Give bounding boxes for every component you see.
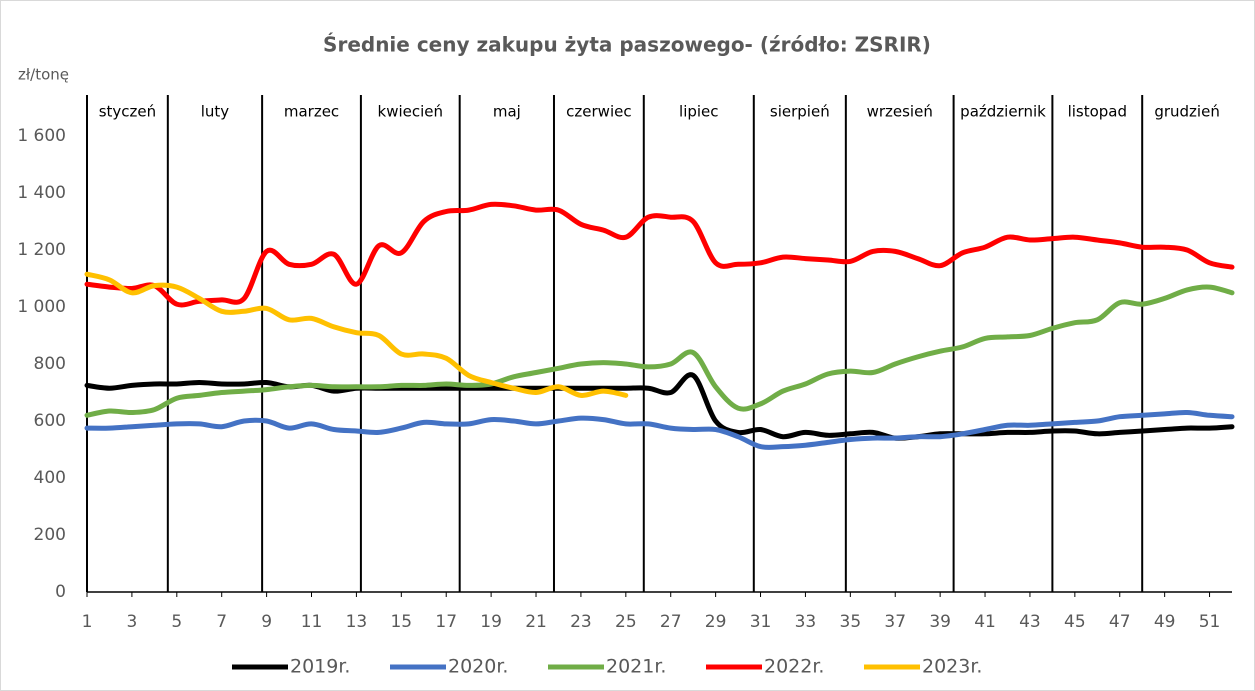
x-tick-label: 51 bbox=[1199, 612, 1221, 632]
x-tick-label: 45 bbox=[1064, 612, 1086, 632]
month-label: kwiecień bbox=[378, 103, 444, 121]
x-tick-label: 47 bbox=[1109, 612, 1131, 632]
y-tick-label: 1 000 bbox=[17, 297, 66, 317]
x-tick-label: 23 bbox=[570, 612, 592, 632]
legend-label: 2022r. bbox=[764, 656, 824, 678]
month-label: czerwiec bbox=[566, 103, 631, 121]
month-label: sierpień bbox=[770, 103, 830, 121]
y-tick-label: 400 bbox=[34, 468, 66, 488]
x-tick-label: 41 bbox=[974, 612, 996, 632]
x-tick-label: 27 bbox=[660, 612, 682, 632]
x-tick-label: 19 bbox=[480, 612, 502, 632]
x-tick-label: 5 bbox=[171, 612, 182, 632]
legend-label: 2021r. bbox=[606, 656, 666, 678]
series-line bbox=[84, 409, 1235, 450]
x-tick-label: 9 bbox=[261, 612, 272, 632]
series-line bbox=[84, 284, 1235, 418]
y-tick-label: 1 400 bbox=[17, 183, 66, 203]
x-tick-label: 21 bbox=[525, 612, 547, 632]
series-line bbox=[84, 201, 1235, 308]
x-tick-label: 33 bbox=[795, 612, 817, 632]
chart-title: Średnie ceny zakupu żyta paszowego- (źró… bbox=[323, 33, 931, 57]
month-label: wrzesień bbox=[867, 103, 933, 121]
series-line bbox=[84, 372, 1235, 441]
y-tick-label: 1 600 bbox=[17, 126, 66, 146]
x-tick-label: 11 bbox=[301, 612, 323, 632]
month-label: maj bbox=[493, 103, 521, 121]
month-label: październik bbox=[960, 103, 1046, 121]
legend-label: 2019r. bbox=[290, 656, 350, 678]
x-tick-label: 7 bbox=[216, 612, 227, 632]
x-tick-label: 43 bbox=[1019, 612, 1041, 632]
series-line bbox=[84, 271, 629, 398]
x-tick-label: 3 bbox=[126, 612, 137, 632]
month-label: marzec bbox=[284, 103, 339, 121]
x-tick-label: 17 bbox=[435, 612, 457, 632]
y-tick-label: 800 bbox=[34, 354, 66, 374]
month-label: listopad bbox=[1068, 103, 1127, 121]
x-tick-label: 39 bbox=[929, 612, 951, 632]
month-label: grudzień bbox=[1154, 103, 1220, 121]
x-tick-label: 25 bbox=[615, 612, 637, 632]
x-tick-label: 35 bbox=[840, 612, 862, 632]
y-tick-label: 600 bbox=[34, 411, 66, 431]
x-tick-label: 13 bbox=[346, 612, 368, 632]
legend-label: 2023r. bbox=[922, 656, 982, 678]
y-tick-label: 1 200 bbox=[17, 240, 66, 260]
month-label: luty bbox=[201, 103, 230, 121]
x-tick-label: 15 bbox=[390, 612, 412, 632]
x-tick-label: 29 bbox=[705, 612, 727, 632]
y-axis-label: zł/tonę bbox=[18, 66, 69, 84]
month-label: styczeń bbox=[99, 103, 156, 121]
legend-label: 2020r. bbox=[448, 656, 508, 678]
y-tick-label: 0 bbox=[55, 582, 66, 602]
x-tick-label: 37 bbox=[884, 612, 906, 632]
y-tick-label: 200 bbox=[34, 525, 66, 545]
x-tick-label: 31 bbox=[750, 612, 772, 632]
x-tick-label: 1 bbox=[82, 612, 93, 632]
x-tick-label: 49 bbox=[1154, 612, 1176, 632]
month-label: lipiec bbox=[679, 103, 719, 121]
